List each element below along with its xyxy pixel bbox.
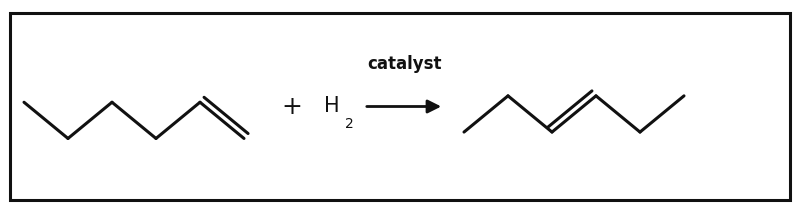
Text: +: + <box>282 95 302 118</box>
Text: 2: 2 <box>345 117 354 131</box>
Text: H: H <box>324 96 340 117</box>
Bar <box>10 13 790 200</box>
Text: catalyst: catalyst <box>366 55 442 73</box>
